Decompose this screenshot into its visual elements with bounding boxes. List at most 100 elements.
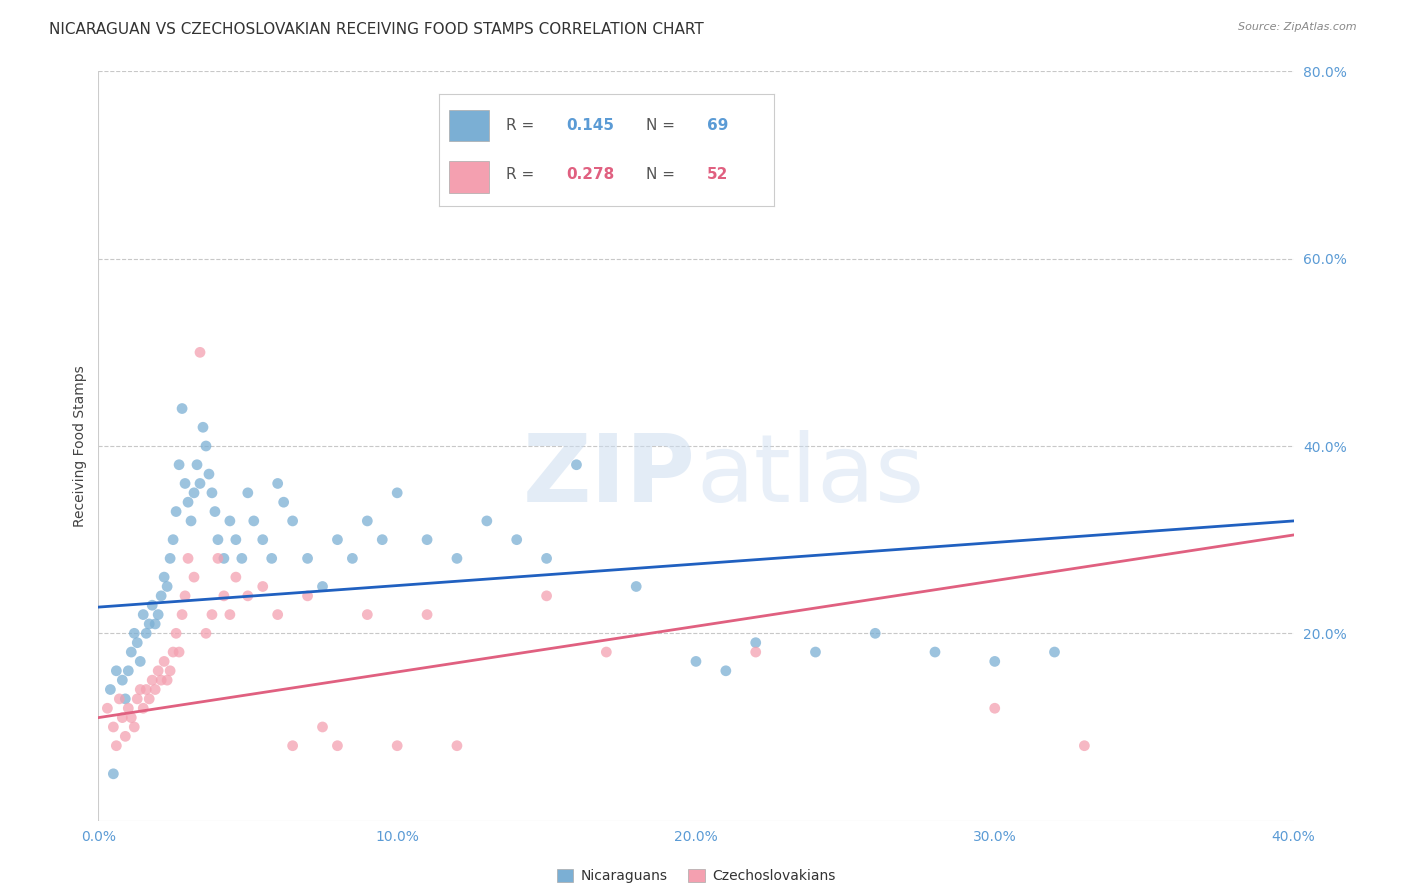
Point (865, 626, 887, 640)
Point (536, 551, 558, 566)
Point (804, 645, 827, 659)
Point (150, 589, 173, 603)
Point (153, 655, 176, 669)
Point (565, 458, 588, 472)
Point (204, 505, 226, 519)
Y-axis label: Receiving Food Stamps: Receiving Food Stamps (73, 365, 87, 527)
Point (98, 682, 122, 697)
Legend: Nicaraguans, Czechoslovakians: Nicaraguans, Czechoslovakians (551, 863, 841, 888)
Point (595, 645, 617, 659)
Text: Source: ZipAtlas.com: Source: ZipAtlas.com (1239, 22, 1357, 32)
Point (188, 476, 211, 491)
Point (225, 533, 247, 547)
Point (416, 607, 439, 622)
Point (159, 664, 181, 678)
Point (150, 673, 173, 688)
Point (183, 570, 205, 584)
Point (132, 701, 155, 715)
Point (207, 551, 229, 566)
Text: atlas: atlas (696, 430, 924, 522)
Point (172, 401, 194, 416)
Point (120, 645, 142, 659)
Point (924, 645, 946, 659)
Point (212, 551, 235, 566)
Point (231, 551, 253, 566)
Point (162, 533, 184, 547)
Point (165, 505, 187, 519)
Text: ZIP: ZIP (523, 430, 696, 522)
Point (198, 467, 221, 482)
Point (984, 701, 1007, 715)
Point (219, 514, 242, 528)
Point (1043, 645, 1066, 659)
Point (120, 710, 142, 724)
Point (156, 673, 179, 688)
Point (174, 476, 197, 491)
Point (180, 514, 202, 528)
Point (446, 551, 468, 566)
Point (124, 626, 146, 640)
Point (141, 673, 163, 688)
Point (143, 617, 166, 632)
Point (186, 458, 208, 472)
Point (281, 514, 304, 528)
Point (167, 458, 190, 472)
Point (132, 607, 155, 622)
Point (124, 720, 146, 734)
Point (138, 617, 160, 632)
Point (111, 710, 134, 724)
Point (108, 692, 131, 706)
Point (188, 345, 211, 359)
Point (207, 533, 229, 547)
Point (260, 551, 283, 566)
Point (148, 607, 170, 622)
Point (475, 514, 498, 528)
Point (191, 420, 214, 434)
Point (1073, 739, 1095, 753)
Point (177, 495, 200, 509)
Point (148, 664, 170, 678)
Point (114, 730, 136, 744)
Point (385, 739, 409, 753)
Point (143, 682, 166, 697)
Point (103, 767, 125, 781)
Text: NICARAGUAN VS CZECHOSLOVAKIAN RECEIVING FOOD STAMPS CORRELATION CHART: NICARAGUAN VS CZECHOSLOVAKIAN RECEIVING … (49, 22, 704, 37)
Point (267, 607, 290, 622)
Point (297, 551, 319, 566)
Point (219, 607, 242, 622)
Point (311, 580, 333, 594)
Point (416, 533, 439, 547)
Point (156, 580, 179, 594)
Point (114, 692, 136, 706)
Point (243, 514, 266, 528)
Point (174, 589, 197, 603)
Point (626, 139, 648, 153)
Point (281, 739, 304, 753)
Point (385, 486, 409, 500)
Point (117, 664, 139, 678)
Point (236, 486, 259, 500)
Point (745, 645, 768, 659)
Point (267, 476, 290, 491)
Point (745, 635, 768, 649)
Point (236, 589, 259, 603)
Point (135, 626, 157, 640)
Point (225, 570, 247, 584)
Point (536, 589, 558, 603)
Point (685, 655, 707, 669)
Point (626, 580, 648, 594)
Point (446, 739, 468, 753)
Point (506, 533, 529, 547)
Point (356, 607, 378, 622)
Point (153, 570, 176, 584)
Point (135, 682, 157, 697)
Point (105, 739, 128, 753)
Point (159, 551, 181, 566)
Point (984, 655, 1007, 669)
Point (129, 682, 152, 697)
Point (252, 533, 274, 547)
Point (167, 645, 190, 659)
Point (195, 439, 218, 453)
Point (172, 607, 194, 622)
Point (273, 495, 295, 509)
